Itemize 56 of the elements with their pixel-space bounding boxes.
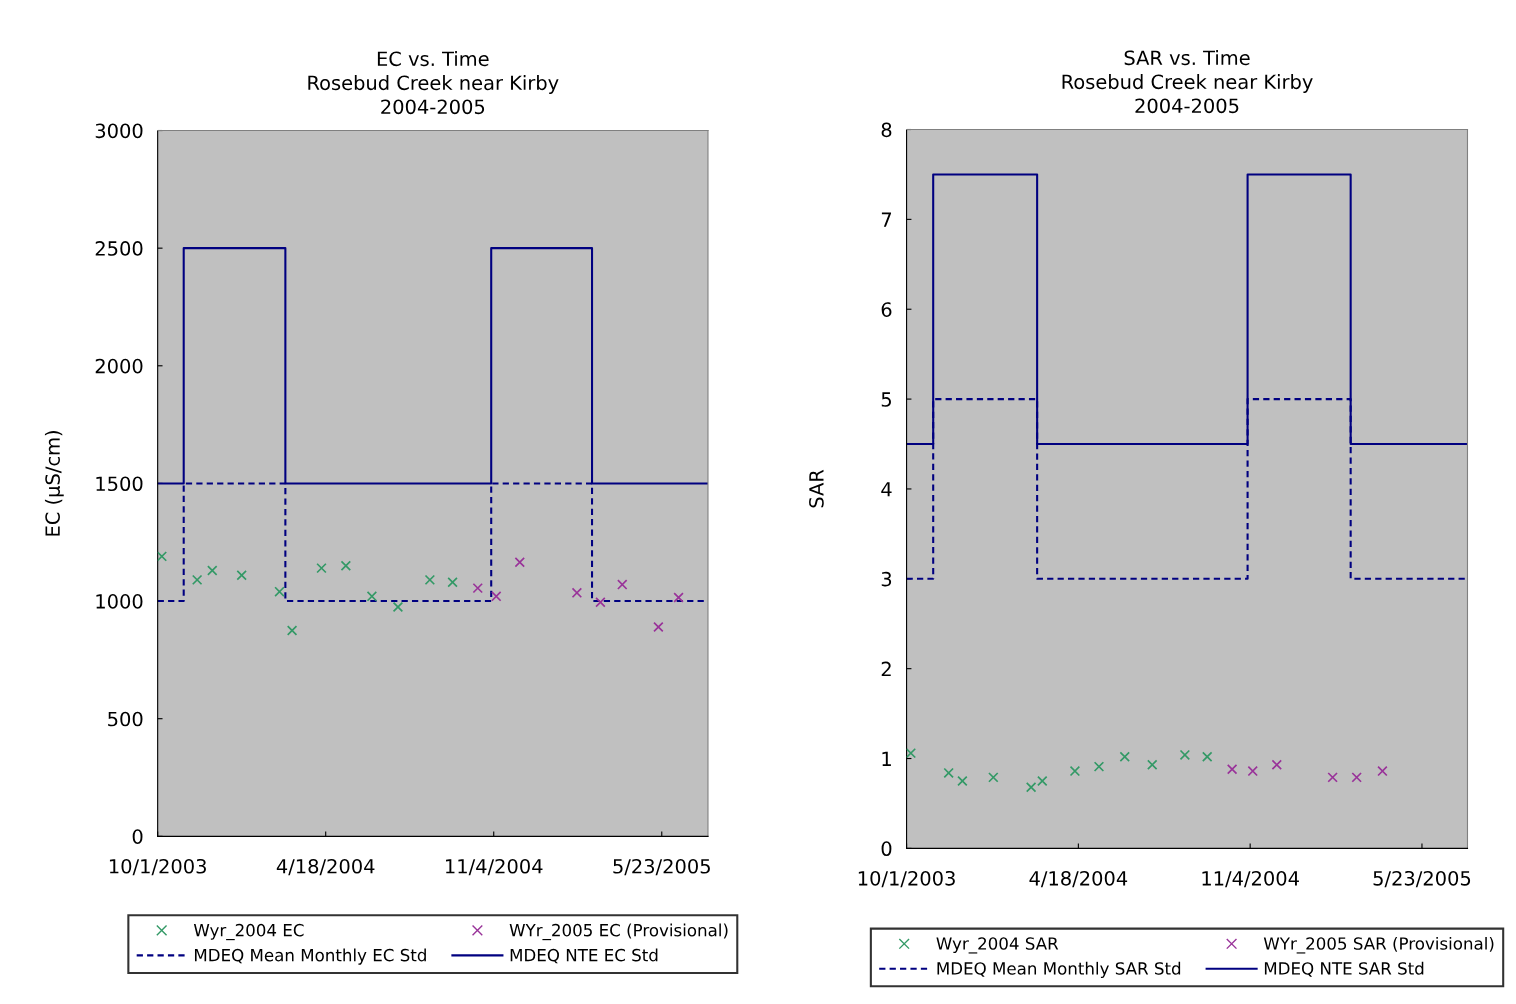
x-tick-label: 5/23/2005 bbox=[1373, 870, 1471, 888]
x-tick-label: 10/1/2003 bbox=[858, 870, 955, 888]
chart-title: EC vs. Time Rosebud Creek near Kirby 2004-2005 bbox=[308, 51, 559, 115]
legend-label: WYr_2005 EC (Provisional) bbox=[509, 923, 728, 941]
point bbox=[424, 574, 436, 586]
point bbox=[392, 601, 404, 613]
legend-label: Wyr_2004 EC bbox=[193, 923, 304, 941]
legend-label: MDEQ NTE EC Std bbox=[510, 948, 658, 964]
point bbox=[571, 587, 583, 599]
legend-label: MDEQ NTE SAR Std bbox=[1264, 961, 1424, 977]
point bbox=[514, 557, 526, 568]
point bbox=[207, 565, 218, 576]
y-tick-label: 2000 bbox=[95, 358, 143, 374]
y-tick-label: 1 bbox=[882, 751, 891, 766]
legend-label: WYr_2005 SAR (Provisional) bbox=[1263, 936, 1494, 954]
y-tick-label: 1500 bbox=[96, 476, 143, 492]
point bbox=[366, 591, 378, 602]
point bbox=[617, 579, 628, 590]
y-tick-label: 6 bbox=[881, 302, 892, 317]
x-tick-label: 4/18/2004 bbox=[1029, 870, 1128, 888]
point bbox=[653, 621, 664, 633]
y-tick-label: 3000 bbox=[95, 123, 143, 139]
y-tick-label: 3 bbox=[881, 571, 892, 587]
point bbox=[236, 569, 247, 581]
point bbox=[286, 625, 298, 636]
point bbox=[673, 592, 684, 603]
x-tick-label: 4/18/2004 bbox=[276, 858, 375, 876]
x-tick-label: 11/4/2004 bbox=[446, 858, 543, 876]
y-tick-label: 500 bbox=[108, 711, 143, 727]
point bbox=[340, 560, 352, 571]
legend-label: MDEQ Mean Monthly SAR Std bbox=[937, 961, 1181, 978]
y-tick-label: 1000 bbox=[96, 594, 143, 609]
y-tick-label: 2500 bbox=[95, 241, 143, 256]
x-tick-label: 10/1/2003 bbox=[109, 858, 206, 876]
y-tick-label: 0 bbox=[132, 829, 143, 844]
point bbox=[316, 562, 327, 574]
y-tick-label: 4 bbox=[881, 482, 892, 497]
point bbox=[472, 582, 483, 594]
y-tick-label: 7 bbox=[881, 212, 892, 227]
y-axis-title: SAR bbox=[809, 469, 824, 508]
y-tick-label: 2 bbox=[881, 661, 891, 677]
point bbox=[447, 577, 458, 588]
x-tick-label: 11/4/2004 bbox=[1202, 870, 1299, 888]
y-tick-label: 5 bbox=[881, 392, 891, 407]
legend-label: Wyr_2004 SAR bbox=[936, 937, 1059, 954]
y-tick-label: 0 bbox=[881, 841, 892, 857]
y-tick-label: 8 bbox=[881, 122, 892, 138]
chart-title: SAR vs. Time Rosebud Creek near Kirby 2004-2005 bbox=[1062, 50, 1313, 114]
point bbox=[157, 551, 168, 562]
point bbox=[595, 597, 606, 608]
point bbox=[191, 574, 203, 586]
point bbox=[274, 586, 285, 597]
x-tick-label: 5/23/2005 bbox=[613, 858, 710, 876]
legend-label: MDEQ Mean Monthly EC Std bbox=[194, 948, 426, 965]
point bbox=[491, 591, 502, 602]
y-axis-title: EC (µS/cm) bbox=[44, 431, 64, 536]
